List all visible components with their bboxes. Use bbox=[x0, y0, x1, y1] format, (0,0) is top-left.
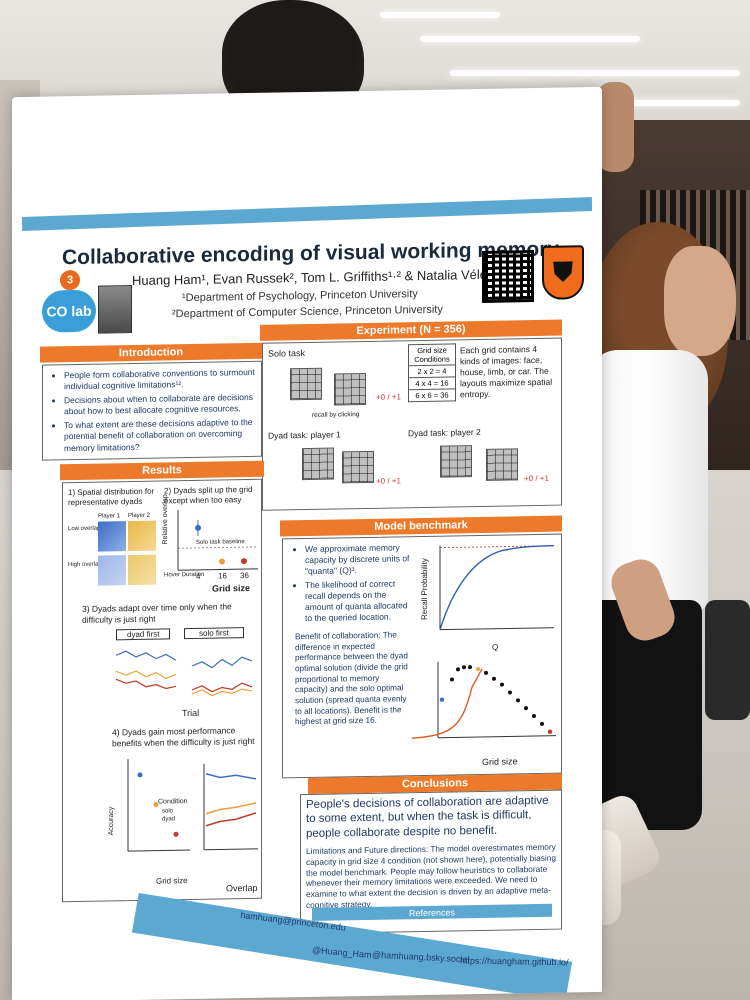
conclusion-text: People's decisions of collaboration are … bbox=[306, 794, 549, 840]
x-axis-label: Overlap bbox=[226, 882, 258, 894]
result-3-label: 3) Dyads adapt over time only when the d… bbox=[82, 601, 232, 625]
grid-image bbox=[334, 372, 366, 406]
table-cell: 6 x 6 = 36 bbox=[408, 388, 456, 402]
lab-logo: CO lab bbox=[42, 289, 96, 333]
score-label: +0 / +1 bbox=[376, 476, 401, 486]
benefit-chart bbox=[411, 661, 556, 739]
list-item: People form collaborative conventions to… bbox=[64, 367, 269, 394]
grid-image bbox=[342, 450, 374, 484]
lab-logo-badge: 3 bbox=[60, 269, 80, 291]
table-header: Grid size Conditions bbox=[408, 343, 456, 366]
portrait-image bbox=[98, 285, 132, 334]
list-item: To what extent are these decisions adapt… bbox=[64, 417, 269, 455]
result-4-label: 4) Dyads gain most performance benefits … bbox=[112, 725, 255, 749]
hover-duration-label: Hover Duration bbox=[164, 571, 205, 579]
grid-image bbox=[290, 367, 322, 401]
x-axis-label: Q bbox=[492, 642, 499, 652]
experiment-description: Each grid contains 4 kinds of images: fa… bbox=[460, 343, 553, 400]
benefit-text: Benefit of collaboration: The difference… bbox=[295, 630, 408, 727]
low-overlap-label: Low overlap bbox=[68, 525, 101, 533]
baseline-label: Solo task baseline bbox=[196, 539, 245, 546]
data-point bbox=[195, 524, 201, 531]
section-heading-results: Results bbox=[60, 460, 264, 481]
woman-face bbox=[664, 246, 736, 356]
recall-probability-chart bbox=[439, 544, 555, 631]
list-item: The likelihood of correct recall depends… bbox=[305, 578, 415, 624]
trial-chart bbox=[115, 650, 253, 697]
heatmap-cell bbox=[128, 520, 156, 552]
player-2-label: Player 2 bbox=[128, 512, 151, 520]
recall-label: recall by clicking bbox=[312, 411, 360, 419]
x-axis-label: Grid size bbox=[482, 756, 518, 767]
overlap-chart bbox=[177, 510, 258, 571]
heatmap-cell bbox=[98, 521, 126, 552]
model-list: We approximate memory capacity by discre… bbox=[295, 542, 415, 627]
y-axis-label: Accuracy bbox=[108, 806, 115, 836]
academic-poster: Collaborative encoding of visual working… bbox=[12, 86, 602, 1000]
data-point bbox=[219, 558, 225, 565]
poster-affiliation: ¹Department of Psychology, Princeton Uni… bbox=[182, 288, 418, 305]
poster-top-band bbox=[21, 197, 593, 231]
heatmap-cell bbox=[98, 555, 126, 586]
heatmap-cell bbox=[128, 554, 156, 586]
section-heading-introduction: Introduction bbox=[40, 342, 262, 363]
ceiling-light bbox=[380, 12, 500, 18]
panel-label: solo first bbox=[184, 627, 244, 640]
tick-label: 36 bbox=[240, 571, 249, 581]
x-axis-label: Trial bbox=[182, 707, 200, 719]
passerby-leg bbox=[705, 600, 750, 720]
introduction-list: People form collaborative conventions to… bbox=[54, 367, 269, 457]
dyad-player-2-label: Dyad task: player 2 bbox=[408, 426, 481, 439]
data-point bbox=[153, 802, 159, 808]
list-item: We approximate memory capacity by discre… bbox=[305, 542, 415, 577]
legend-entry: dyad bbox=[162, 816, 176, 823]
score-label: +0 / +1 bbox=[376, 392, 401, 402]
legend-entry: solo bbox=[162, 808, 174, 815]
recall-curve bbox=[439, 544, 555, 630]
x-axis-label: Grid size bbox=[156, 876, 188, 886]
player-1-label: Player 1 bbox=[98, 513, 121, 520]
conditions-table: Grid size Conditions 2 x 2 = 4 4 x 4 = 1… bbox=[408, 343, 456, 402]
y-axis-label: Relative overlap bbox=[162, 494, 169, 545]
y-axis-label: Recall Probability bbox=[420, 558, 429, 621]
grid-image bbox=[486, 448, 518, 481]
list-item: Decisions about when to collaborate are … bbox=[64, 392, 269, 419]
poster-authors: Huang Ham¹, Evan Russek², Tom L. Griffit… bbox=[132, 266, 498, 289]
score-label: +0 / +1 bbox=[524, 473, 549, 484]
result-2-label: 2) Dyads split up the grid except when t… bbox=[164, 484, 253, 506]
solo-task-label: Solo task bbox=[268, 348, 306, 359]
data-point bbox=[241, 558, 247, 565]
legend-title: Condition bbox=[158, 798, 188, 806]
data-point bbox=[173, 831, 179, 837]
high-overlap-label: High overlap bbox=[68, 561, 102, 569]
poster-title: Collaborative encoding of visual working… bbox=[62, 237, 560, 270]
result-1-label: 1) Spatial distribution for representati… bbox=[68, 486, 155, 508]
panel-label: dyad first bbox=[116, 628, 171, 641]
limitations-text: Limitations and Future directions: The m… bbox=[306, 841, 556, 910]
tick-label: 16 bbox=[218, 571, 227, 581]
poster-affiliation: ²Department of Computer Science, Princet… bbox=[172, 303, 443, 321]
grid-image bbox=[302, 447, 334, 481]
table-cell: 4 x 4 = 16 bbox=[408, 376, 456, 390]
qr-code-icon[interactable] bbox=[482, 250, 534, 303]
x-axis-label: Grid size bbox=[212, 582, 251, 594]
table-cell: 2 x 2 = 4 bbox=[408, 364, 456, 378]
holder-hand bbox=[596, 82, 634, 172]
website-link[interactable]: https://huangham.github.io/ bbox=[459, 955, 569, 968]
ceiling-light bbox=[450, 70, 740, 76]
ceiling-light bbox=[420, 36, 640, 42]
dyad-player-1-label: Dyad task: player 1 bbox=[268, 429, 341, 441]
accuracy-chart bbox=[127, 759, 258, 852]
grid-image bbox=[440, 445, 472, 478]
data-point bbox=[137, 772, 143, 778]
princeton-shield-icon: ⛊ bbox=[542, 245, 584, 300]
